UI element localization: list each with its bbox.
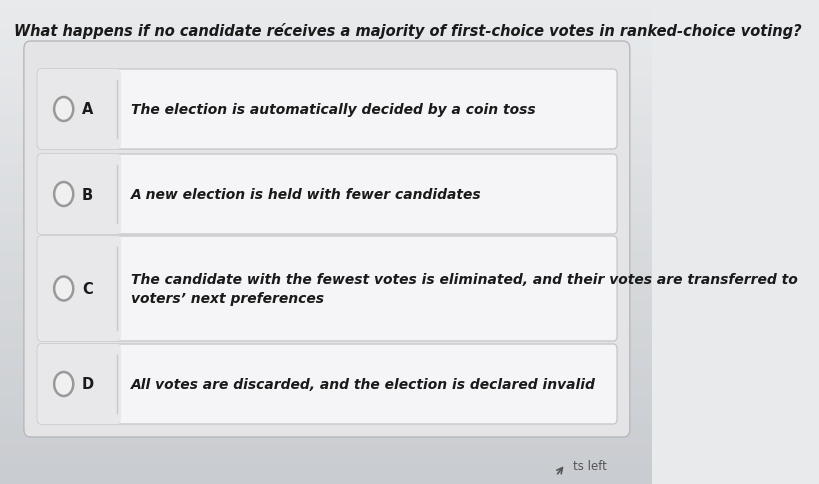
Text: C: C: [82, 281, 93, 296]
Bar: [0, 87, 652, 97]
Bar: [0, 387, 652, 397]
Circle shape: [54, 98, 73, 122]
Bar: [0, 271, 652, 281]
Circle shape: [54, 182, 73, 207]
Text: D: D: [82, 377, 93, 392]
Bar: [0, 426, 652, 436]
Bar: [0, 455, 652, 465]
FancyBboxPatch shape: [24, 42, 630, 437]
FancyBboxPatch shape: [38, 237, 617, 341]
Bar: [0, 0, 652, 10]
Bar: [0, 407, 652, 416]
FancyBboxPatch shape: [38, 344, 121, 424]
Text: A: A: [82, 102, 93, 117]
Bar: [0, 329, 652, 339]
Bar: [0, 416, 652, 426]
Bar: [0, 10, 652, 19]
FancyBboxPatch shape: [38, 155, 121, 235]
FancyBboxPatch shape: [38, 70, 617, 150]
Bar: [0, 116, 652, 126]
Bar: [0, 29, 652, 39]
FancyBboxPatch shape: [38, 344, 617, 424]
Bar: [0, 368, 652, 378]
Bar: [0, 184, 652, 194]
Bar: [0, 136, 652, 145]
Bar: [0, 436, 652, 445]
Bar: [0, 465, 652, 474]
Bar: [0, 290, 652, 300]
Bar: [0, 261, 652, 271]
Bar: [0, 68, 652, 77]
Bar: [0, 174, 652, 184]
Text: All votes are discarded, and the election is declared invalid: All votes are discarded, and the electio…: [131, 377, 596, 391]
Bar: [0, 378, 652, 387]
Bar: [0, 319, 652, 329]
Bar: [0, 242, 652, 252]
Bar: [0, 310, 652, 319]
Bar: [0, 106, 652, 116]
Text: B: B: [82, 187, 93, 202]
Bar: [0, 48, 652, 58]
Circle shape: [54, 277, 73, 301]
Text: The candidate with the fewest votes is eliminated, and their votes are transferr: The candidate with the fewest votes is e…: [131, 272, 799, 305]
Bar: [0, 281, 652, 290]
Bar: [0, 77, 652, 87]
Bar: [0, 223, 652, 232]
Bar: [0, 194, 652, 203]
Text: A new election is held with fewer candidates: A new election is held with fewer candid…: [131, 188, 482, 201]
Bar: [0, 97, 652, 106]
Bar: [0, 300, 652, 310]
Bar: [0, 213, 652, 223]
Bar: [0, 155, 652, 165]
Bar: [0, 19, 652, 29]
FancyBboxPatch shape: [38, 237, 121, 341]
Bar: [0, 252, 652, 261]
Text: The election is automatically decided by a coin toss: The election is automatically decided by…: [131, 103, 536, 117]
Bar: [0, 203, 652, 213]
Bar: [0, 358, 652, 368]
FancyBboxPatch shape: [38, 70, 121, 150]
Bar: [0, 232, 652, 242]
Circle shape: [54, 372, 73, 396]
Bar: [0, 126, 652, 136]
Bar: [0, 339, 652, 348]
Bar: [0, 39, 652, 48]
Bar: [0, 474, 652, 484]
Text: What happens if no candidate réceives a majority of first-choice votes in ranke: What happens if no candidate réceives a…: [15, 23, 802, 39]
FancyBboxPatch shape: [38, 155, 617, 235]
Bar: [0, 445, 652, 455]
Bar: [0, 397, 652, 407]
Bar: [0, 348, 652, 358]
Bar: [0, 58, 652, 68]
Bar: [0, 165, 652, 174]
Bar: [0, 145, 652, 155]
Text: ts left: ts left: [573, 459, 607, 472]
